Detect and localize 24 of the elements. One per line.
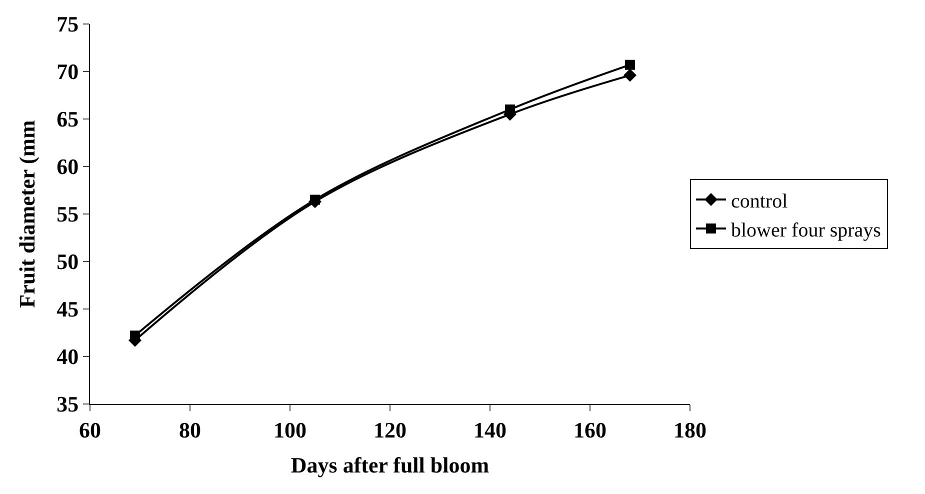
y-tick-label: 40 <box>56 344 79 370</box>
x-tick-label: 140 <box>474 417 506 442</box>
y-tick-label: 60 <box>56 154 79 180</box>
x-tick-label: 120 <box>374 417 406 442</box>
y-tick-label: 55 <box>56 202 79 227</box>
point <box>505 104 515 114</box>
x-tick-label: 80 <box>179 417 201 442</box>
x-tick-label: 60 <box>79 417 101 442</box>
point <box>310 194 320 205</box>
y-tick-label: 45 <box>56 296 79 322</box>
x-tick-label: 100 <box>274 417 306 442</box>
y-tick-label: 75 <box>56 12 79 37</box>
y-tick-label: 35 <box>56 392 79 417</box>
point <box>625 60 635 70</box>
y-axis-title: Fruit diameter (mm <box>14 120 40 308</box>
x-tick-label: 160 <box>574 417 606 442</box>
x-axis-title: Days after full bloom <box>290 452 490 478</box>
point <box>624 68 636 82</box>
x-tick-label: 180 <box>674 417 706 442</box>
legend-label: control <box>731 190 788 212</box>
y-tick-label: 70 <box>56 59 79 84</box>
y-tick-label: 50 <box>56 249 79 274</box>
y-tick-label: 65 <box>56 106 79 132</box>
legend-label: blower four sprays <box>731 219 882 242</box>
